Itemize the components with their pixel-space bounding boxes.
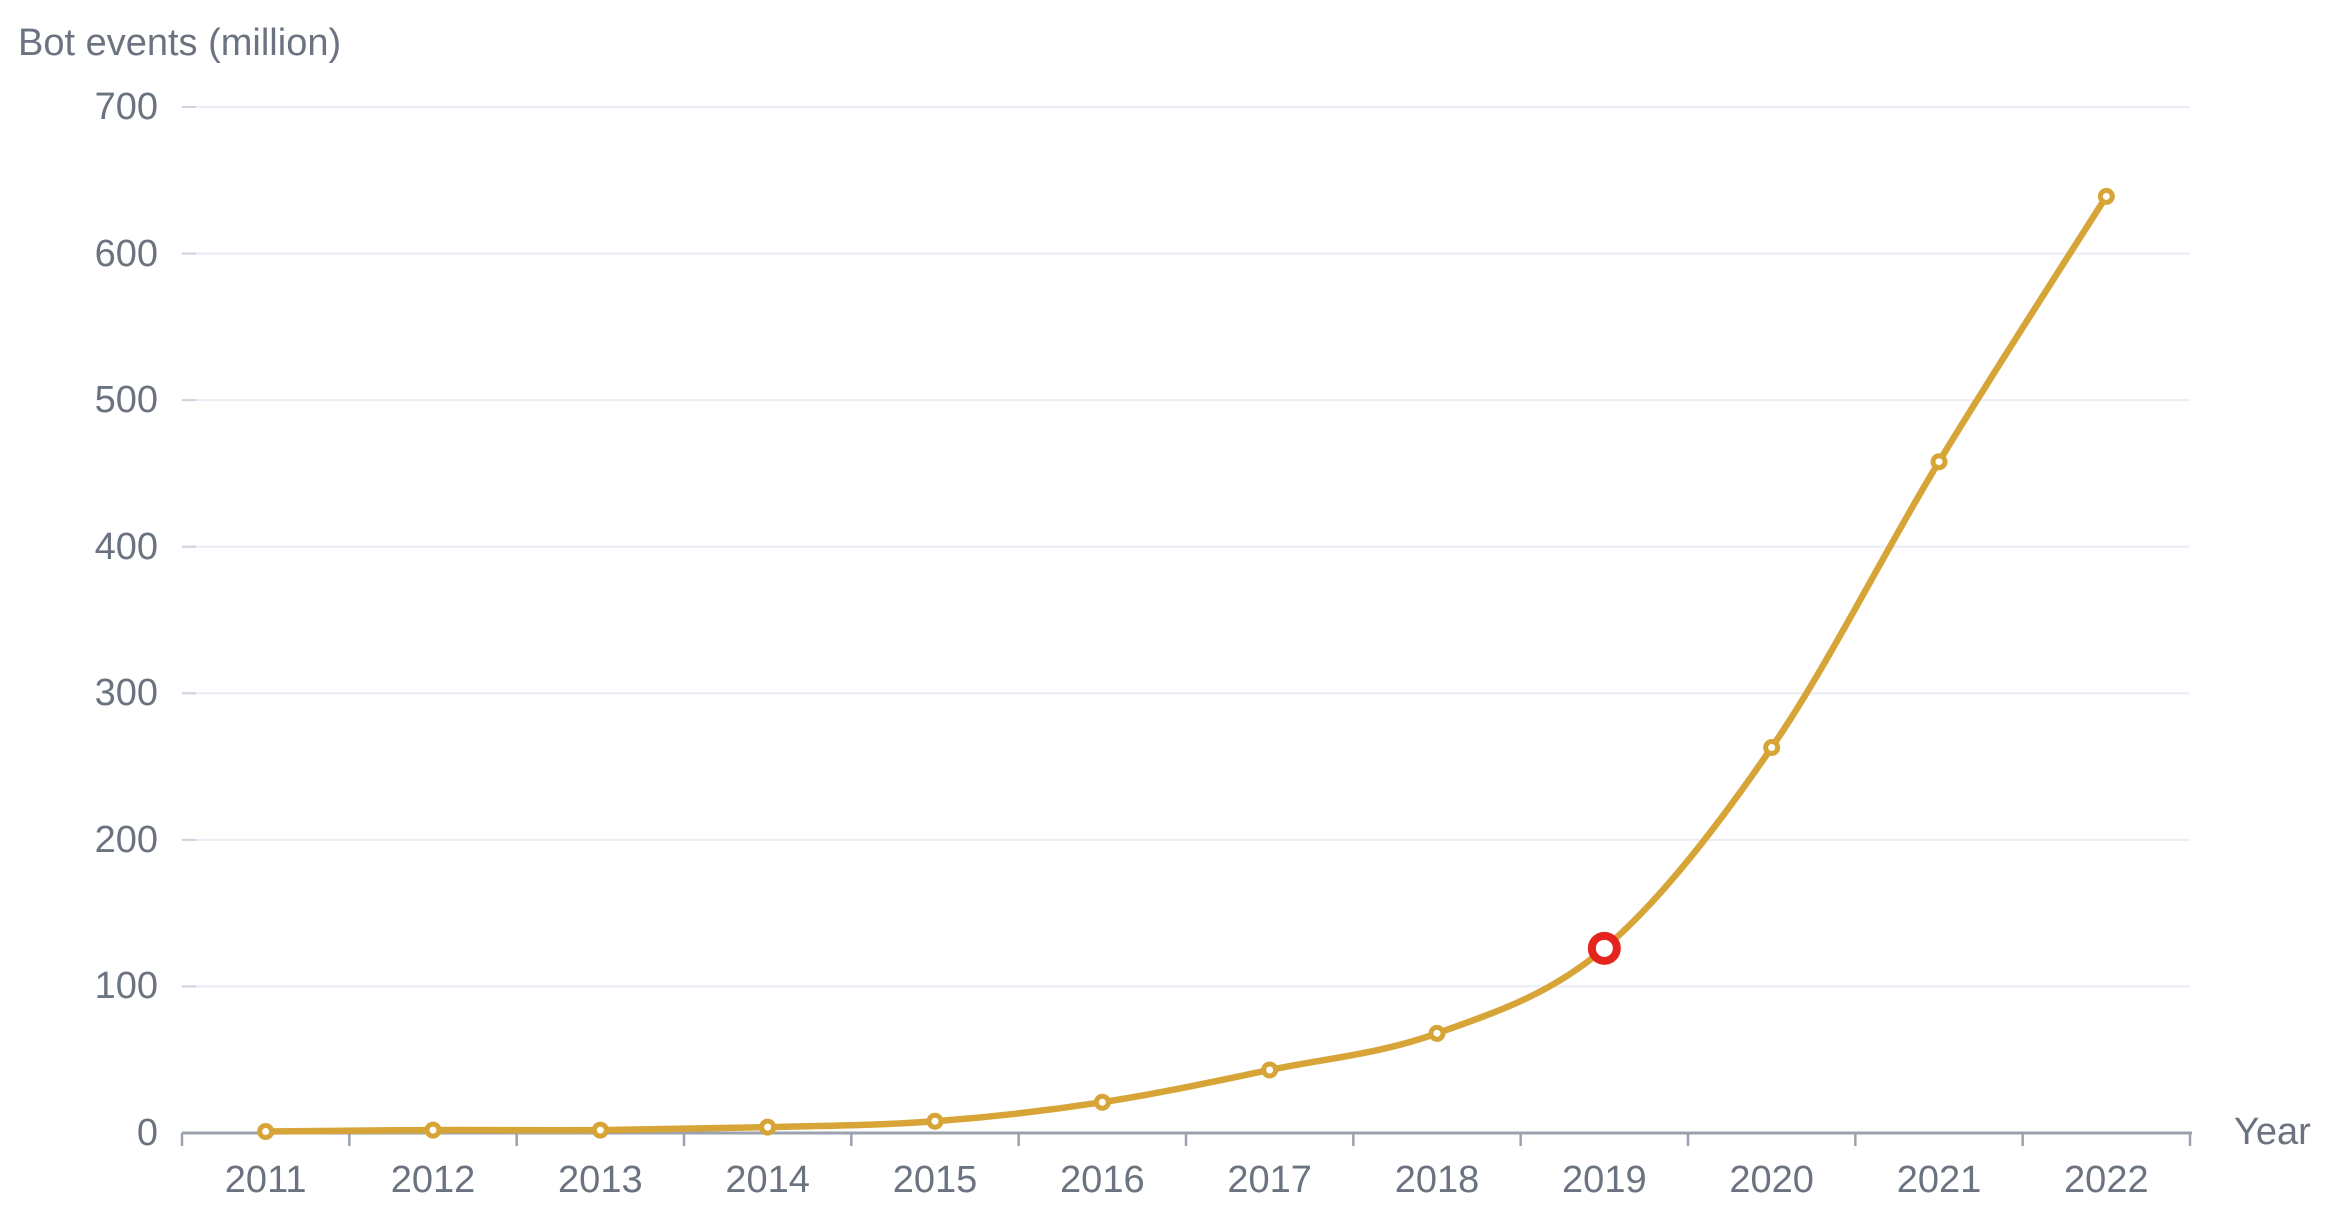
y-tick-label-700: 700 — [94, 86, 158, 128]
data-point-marker-2018 — [1428, 1024, 1446, 1042]
y-tick-label-500: 500 — [94, 379, 158, 422]
data-point-marker-2011 — [257, 1123, 275, 1141]
data-point-marker-2016 — [1093, 1093, 1111, 1111]
y-tick-label-400: 400 — [94, 525, 158, 568]
y-tick-label-200: 200 — [94, 818, 158, 861]
data-point-marker-2022 — [2097, 187, 2115, 205]
x-tick-label-2018: 2018 — [1394, 1159, 1480, 1201]
y-tick-label-100: 100 — [94, 965, 158, 1008]
y-tick-label-0: 0 — [136, 1112, 158, 1154]
x-tick-label-2022: 2022 — [2064, 1159, 2149, 1201]
y-tick-label-300: 300 — [94, 672, 158, 715]
x-tick-label-2014: 2014 — [725, 1159, 810, 1201]
x-tick-label-2020: 2020 — [1729, 1159, 1814, 1201]
data-point-marker-2014 — [759, 1118, 777, 1136]
x-tick-label-2017: 2017 — [1227, 1159, 1312, 1201]
data-point-marker-2017 — [1261, 1061, 1279, 1079]
x-tick-label-2016: 2016 — [1060, 1159, 1145, 1201]
data-point-marker-2015 — [926, 1112, 944, 1130]
x-tick-label-2021: 2021 — [1896, 1159, 1982, 1201]
series-line — [262, 193, 2110, 1135]
data-point-marker-2020 — [1763, 739, 1781, 757]
data-point-marker-2013 — [591, 1121, 609, 1139]
x-tick-label-2012: 2012 — [390, 1159, 476, 1201]
y-tick-label-600: 600 — [94, 232, 158, 275]
x-tick-label-2019: 2019 — [1562, 1159, 1647, 1201]
x-axis-title: Year — [2234, 1111, 2311, 1153]
highlight-marker-2019 — [1587, 931, 1621, 965]
x-tick-label-2011: 2011 — [224, 1159, 307, 1201]
x-tick-label-2015: 2015 — [892, 1159, 978, 1201]
data-point-marker-2021 — [1930, 453, 1948, 471]
x-tick-label-2013: 2013 — [558, 1159, 643, 1201]
data-point-marker-2012 — [424, 1121, 442, 1139]
y-axis-title: Bot events (million) — [18, 22, 342, 64]
